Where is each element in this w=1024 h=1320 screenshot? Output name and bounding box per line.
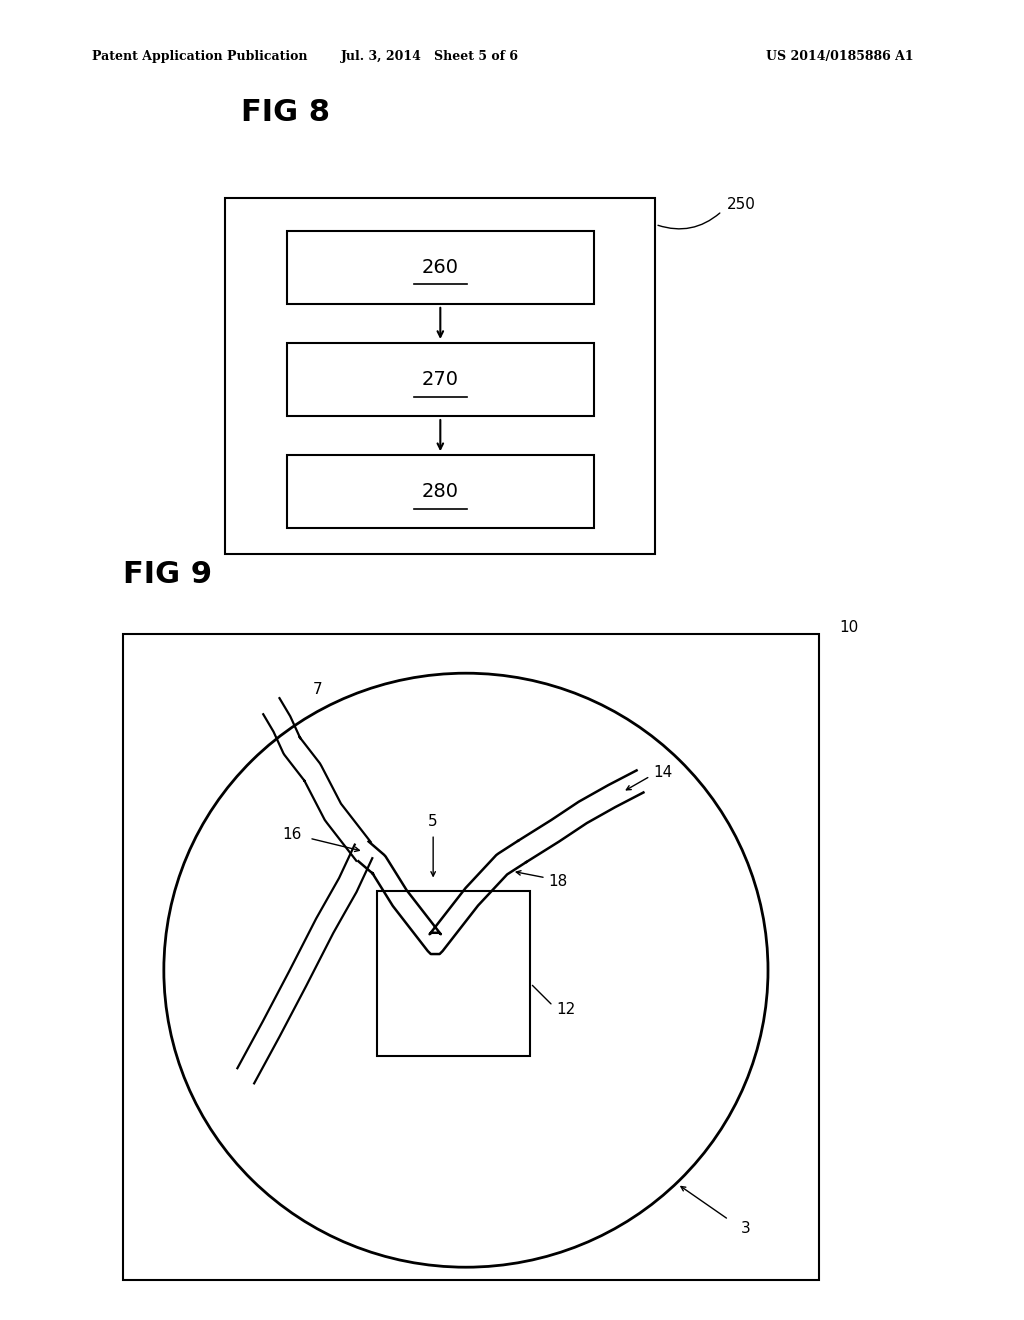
Text: 12: 12: [556, 1002, 575, 1018]
Bar: [225, 198, 655, 554]
Bar: [287, 455, 594, 528]
Bar: [377, 891, 530, 1056]
Text: Jul. 3, 2014   Sheet 5 of 6: Jul. 3, 2014 Sheet 5 of 6: [341, 50, 519, 63]
Text: Patent Application Publication: Patent Application Publication: [92, 50, 307, 63]
Text: 270: 270: [422, 370, 459, 389]
Text: 250: 250: [727, 197, 756, 213]
Text: 16: 16: [283, 826, 302, 842]
Text: 280: 280: [422, 482, 459, 502]
Text: 3: 3: [740, 1221, 751, 1236]
Text: 18: 18: [548, 874, 567, 890]
Text: 7: 7: [312, 681, 322, 697]
Text: US 2014/0185886 A1: US 2014/0185886 A1: [766, 50, 913, 63]
Text: 10: 10: [840, 619, 859, 635]
Text: FIG 9: FIG 9: [123, 560, 212, 589]
Text: 5: 5: [428, 813, 438, 829]
Ellipse shape: [164, 673, 768, 1267]
Bar: [287, 231, 594, 304]
Bar: [123, 634, 819, 1280]
Text: 260: 260: [422, 257, 459, 277]
Text: FIG 8: FIG 8: [241, 98, 330, 127]
Bar: [287, 343, 594, 416]
Text: 14: 14: [653, 764, 673, 780]
